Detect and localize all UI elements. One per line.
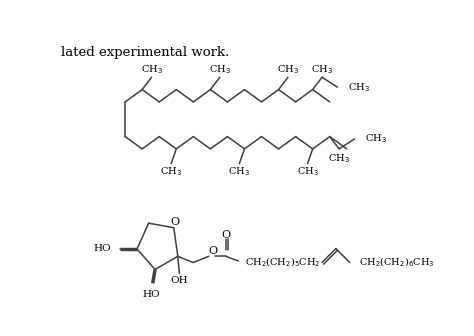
Text: HO: HO <box>93 245 110 253</box>
Text: CH$_3$: CH$_3$ <box>277 63 299 76</box>
Text: CH$_3$: CH$_3$ <box>328 152 350 165</box>
Text: CH$_2$(CH$_2$)$_5$CH$_2$: CH$_2$(CH$_2$)$_5$CH$_2$ <box>246 256 321 269</box>
Text: OH: OH <box>171 277 188 286</box>
Text: CH$_3$: CH$_3$ <box>311 63 333 76</box>
Text: CH$_2$(CH$_2$)$_6$CH$_3$: CH$_2$(CH$_2$)$_6$CH$_3$ <box>358 256 434 269</box>
Text: CH$_3$: CH$_3$ <box>365 133 387 145</box>
Text: O: O <box>171 217 180 226</box>
Text: CH$_3$: CH$_3$ <box>348 81 370 93</box>
Text: CH$_3$: CH$_3$ <box>297 165 319 178</box>
Text: lated experimental work.: lated experimental work. <box>61 46 229 59</box>
Text: CH$_3$: CH$_3$ <box>209 63 231 76</box>
Text: O: O <box>208 246 217 256</box>
Text: CH$_3$: CH$_3$ <box>141 63 163 76</box>
Text: O: O <box>221 230 230 240</box>
Text: CH$_3$: CH$_3$ <box>228 165 250 178</box>
Text: HO: HO <box>142 290 160 299</box>
Text: CH$_3$: CH$_3$ <box>160 165 182 178</box>
